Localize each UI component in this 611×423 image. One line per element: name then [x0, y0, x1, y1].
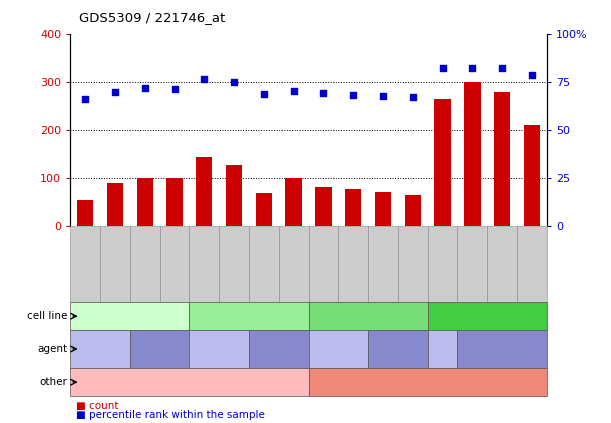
Text: GSM1044972: GSM1044972 — [291, 240, 297, 289]
Text: control: control — [263, 344, 295, 354]
Bar — [404, 195, 421, 226]
Text: GSM1044966: GSM1044966 — [142, 240, 148, 289]
Text: GSM1044974: GSM1044974 — [380, 240, 386, 289]
Point — [497, 65, 507, 72]
Text: GSM1044969: GSM1044969 — [112, 240, 118, 289]
Text: GSM1044978: GSM1044978 — [499, 240, 505, 289]
Bar — [315, 187, 332, 226]
Bar — [464, 82, 481, 226]
Point — [408, 94, 418, 101]
Text: Z138: Z138 — [356, 312, 380, 321]
Text: Maver-1: Maver-1 — [469, 312, 505, 321]
Text: GSM1044967: GSM1044967 — [82, 240, 88, 289]
Point — [199, 75, 209, 82]
Bar — [375, 192, 391, 226]
Text: sotrastaurin
n: sotrastaurin n — [311, 339, 365, 359]
Bar — [434, 99, 451, 226]
Bar — [166, 178, 183, 226]
Text: other: other — [39, 377, 67, 387]
Text: sotrastaurin: sotrastaurin — [415, 344, 470, 354]
Text: control: control — [486, 344, 518, 354]
Point — [527, 71, 537, 78]
Text: GSM1044968: GSM1044968 — [172, 240, 178, 289]
Bar — [524, 125, 540, 226]
Text: GSM1044976: GSM1044976 — [410, 240, 416, 289]
Bar — [285, 178, 302, 226]
Point — [348, 92, 358, 99]
Bar — [494, 92, 510, 226]
Text: cell line: cell line — [27, 311, 67, 321]
Point — [318, 89, 328, 96]
Text: sotrastaurin
n: sotrastaurin n — [73, 339, 127, 359]
Text: GSM1044971: GSM1044971 — [201, 240, 207, 289]
Text: GSM1044970: GSM1044970 — [261, 240, 267, 289]
Text: GSM1044981: GSM1044981 — [469, 240, 475, 289]
Point — [80, 96, 90, 102]
Text: GSM1044975: GSM1044975 — [320, 240, 326, 289]
Point — [229, 79, 239, 85]
Point — [140, 85, 150, 92]
Text: sotrastaurin-insensitive: sotrastaurin-insensitive — [375, 378, 481, 387]
Text: sotrastaurin
n: sotrastaurin n — [192, 339, 246, 359]
Text: ■ count: ■ count — [76, 401, 119, 411]
Text: GDS5309 / 221746_at: GDS5309 / 221746_at — [79, 11, 225, 24]
Text: ■ percentile rank within the sample: ■ percentile rank within the sample — [76, 410, 265, 420]
Text: GSM1044973: GSM1044973 — [231, 240, 237, 289]
Text: GSM1044979: GSM1044979 — [439, 240, 445, 289]
Bar — [255, 192, 272, 226]
Bar — [107, 183, 123, 226]
Point — [259, 91, 269, 97]
Point — [378, 93, 388, 100]
Text: GSM1044980: GSM1044980 — [529, 240, 535, 289]
Point — [289, 87, 299, 94]
Text: control: control — [144, 344, 175, 354]
Text: Mino: Mino — [238, 312, 260, 321]
Text: Jeko-1: Jeko-1 — [116, 312, 144, 321]
Bar — [196, 157, 213, 226]
Bar — [226, 165, 243, 226]
Text: sotrastaurin-sensitive: sotrastaurin-sensitive — [140, 378, 239, 387]
Bar — [345, 189, 362, 226]
Point — [467, 64, 477, 71]
Bar — [77, 200, 93, 226]
Text: GSM1044977: GSM1044977 — [350, 240, 356, 289]
Point — [110, 88, 120, 95]
Text: control: control — [382, 344, 414, 354]
Point — [170, 86, 180, 93]
Bar — [136, 178, 153, 226]
Text: agent: agent — [37, 344, 67, 354]
Point — [437, 65, 447, 72]
